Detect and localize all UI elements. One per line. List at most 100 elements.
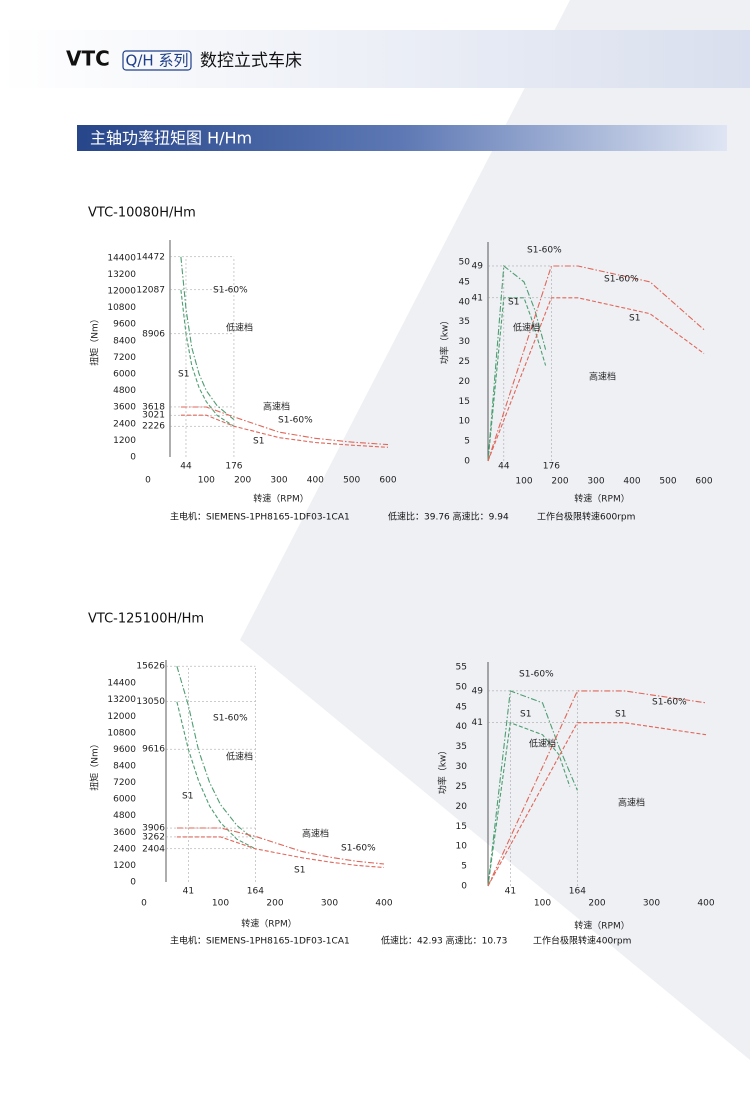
y-axis-label: 扭矩（Nm） <box>89 314 101 366</box>
annotation: S1 <box>182 792 193 802</box>
y-mark-label: 49 <box>472 686 484 696</box>
y-mark-label: 41 <box>472 293 483 303</box>
header-brand: VTC <box>66 47 110 71</box>
x-mark-label: 164 <box>247 887 264 897</box>
annotation: S1 <box>520 710 531 720</box>
x-tick-label: 600 <box>695 477 712 487</box>
curve <box>487 297 705 462</box>
y-mark-label: 15626 <box>136 662 165 672</box>
y-tick-label: 2400 <box>113 844 136 854</box>
curve <box>487 690 707 887</box>
curve <box>487 297 547 462</box>
curve <box>176 666 256 842</box>
y-mark-label: 49 <box>472 261 484 271</box>
annotation: 高速档 <box>618 797 645 809</box>
y-tick-label: 4800 <box>113 386 136 396</box>
x-mark-label: 44 <box>498 462 510 472</box>
x-mark-label: 176 <box>543 462 560 472</box>
y-tick-label: 10 <box>456 842 468 852</box>
y-tick-label: 15 <box>459 397 470 407</box>
y-tick-label: 0 <box>130 878 136 888</box>
y-tick-label: 45 <box>456 702 467 712</box>
annotation: 高速档 <box>263 401 290 413</box>
y-tick-label: 15 <box>456 822 467 832</box>
background-shape <box>240 0 750 1060</box>
limit-note: 工作台极限转速600rpm <box>537 511 635 523</box>
annotation: 高速档 <box>302 828 329 840</box>
annotation: S1 <box>615 710 626 720</box>
y-tick-label: 45 <box>459 277 470 287</box>
section-bar <box>77 125 727 151</box>
motor-note: 主电机：SIEMENS-1PH8165-1DF03-1CA1 <box>170 511 350 523</box>
y-tick-label: 9600 <box>113 320 136 330</box>
y-mark-label: 3262 <box>142 832 165 842</box>
y-mark-label: 14472 <box>136 252 165 262</box>
x-tick-label: 100 <box>212 899 229 909</box>
x-tick-label: 500 <box>343 476 360 486</box>
x-tick-label: 400 <box>623 477 640 487</box>
curve <box>176 827 385 865</box>
y-tick-label: 12000 <box>107 712 136 722</box>
x-axis-label: 转速（RPM） <box>574 493 629 505</box>
annotation: S1 <box>178 370 189 380</box>
annotation: S1 <box>294 866 305 876</box>
y-mark-label: 3906 <box>142 824 165 834</box>
x-mark-label: 41 <box>183 887 194 897</box>
annotation: S1-60% <box>341 844 376 854</box>
model-name: VTC-10080H/Hm <box>88 206 196 221</box>
y-tick-label: 13200 <box>107 270 136 280</box>
y-tick-label: 10800 <box>107 303 136 313</box>
section-title: 主轴功率扭矩图 H/Hm <box>90 129 252 148</box>
y-tick-label: 2400 <box>113 419 136 429</box>
annotation: S1 <box>508 298 519 308</box>
x-tick-label: 300 <box>270 476 287 486</box>
y-tick-label: 14400 <box>107 679 136 689</box>
x-tick-label: 400 <box>375 899 392 909</box>
y-tick-label: 55 <box>456 663 467 673</box>
annotation: 低速档 <box>226 322 253 334</box>
x-axis-label: 转速（RPM） <box>574 920 629 932</box>
y-tick-label: 1200 <box>113 436 136 446</box>
x-tick-label: 500 <box>659 477 676 487</box>
x-mark-label: 44 <box>180 462 192 472</box>
y-tick-label: 0 <box>130 453 136 463</box>
y-tick-label: 9600 <box>113 745 136 755</box>
y-tick-label: 12000 <box>107 287 136 297</box>
motor-note: 主电机：SIEMENS-1PH8165-1DF03-1CA1 <box>170 935 350 947</box>
x-mark-label: 41 <box>505 887 516 897</box>
x-axis-label: 转速（RPM） <box>253 493 308 505</box>
curve <box>176 701 256 850</box>
x-tick-label: 100 <box>534 899 551 909</box>
y-mark-label: 9616 <box>142 745 165 755</box>
y-axis-label: 功率（kw） <box>437 746 449 795</box>
y-tick-label: 40 <box>459 297 471 307</box>
annotation: S1-60% <box>278 416 313 426</box>
annotation: S1-60% <box>519 670 554 680</box>
curve <box>180 256 235 421</box>
x-tick-label: 300 <box>643 899 660 909</box>
annotation: 低速档 <box>226 751 253 763</box>
x-tick-label: 300 <box>321 899 338 909</box>
curve <box>487 264 547 462</box>
x-tick-label: 100 <box>198 476 215 486</box>
x-tick-label: 600 <box>379 476 396 486</box>
x-tick-label: 400 <box>697 899 714 909</box>
annotation: S1-60% <box>527 246 562 256</box>
annotation: S1-60% <box>652 698 687 708</box>
y-tick-label: 20 <box>459 377 471 387</box>
curve <box>180 406 389 446</box>
curve <box>487 722 707 887</box>
annotation: S1-60% <box>213 286 248 296</box>
x-tick-label: 0 <box>141 899 147 909</box>
annotation: 低速档 <box>529 738 556 750</box>
y-mark-label: 41 <box>472 718 483 728</box>
annotation: S1 <box>629 314 640 324</box>
limit-note: 工作台极限转速400rpm <box>533 935 631 947</box>
x-tick-label: 200 <box>234 476 251 486</box>
ratio-note: 低速比：39.76 高速比：9.94 <box>388 511 509 523</box>
y-mark-label: 3618 <box>142 402 165 412</box>
y-tick-label: 3600 <box>113 828 136 838</box>
annotation: 低速档 <box>513 322 540 334</box>
